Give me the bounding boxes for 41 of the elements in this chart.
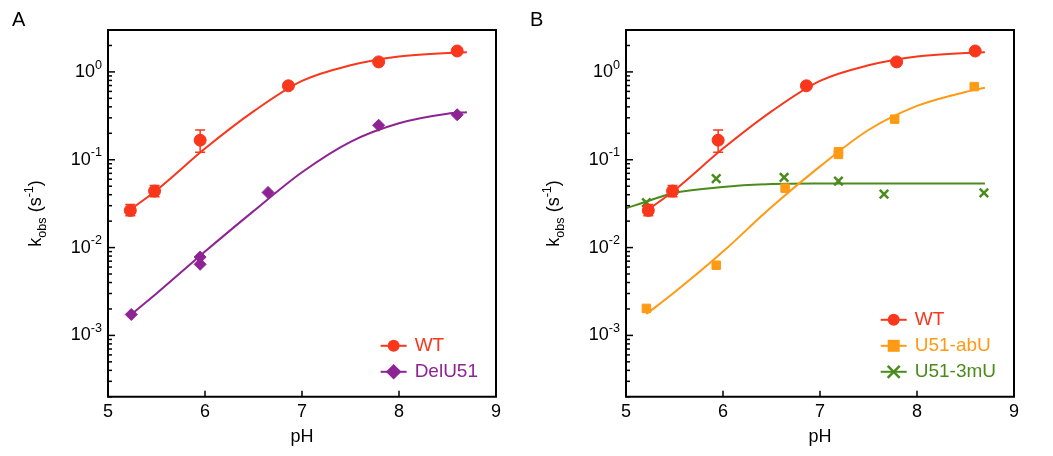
x-tick-label: 6: [717, 400, 729, 421]
x-axis-title: pH: [808, 426, 832, 447]
x-axis-title: pH: [290, 426, 314, 447]
legend-label: WT: [414, 334, 445, 356]
point: [450, 108, 464, 122]
x-tick-label: 9: [490, 400, 502, 421]
point: [261, 185, 275, 199]
y-axis-title: kobs (s-1): [21, 180, 50, 247]
point: [832, 175, 844, 187]
x-tick-label: 6: [199, 400, 211, 421]
x-tick-label: 5: [620, 400, 632, 421]
point: [124, 308, 138, 321]
point: [710, 173, 722, 185]
point: [969, 81, 979, 92]
point: [711, 260, 721, 270]
point: [780, 183, 790, 193]
legend-label: DelU51: [414, 360, 479, 382]
chart-title: A: [12, 7, 26, 30]
point: [281, 79, 295, 93]
point: [878, 188, 890, 200]
legend-label: U51-abU: [914, 334, 991, 356]
legend-label: U51-3mU: [914, 360, 997, 382]
x-tick-label: 5: [102, 400, 114, 421]
point: [890, 55, 904, 69]
point: [968, 44, 982, 58]
x-tick-label: 7: [296, 400, 308, 421]
point: [450, 44, 464, 58]
point: [641, 303, 652, 314]
point: [372, 118, 386, 132]
x-tick-label: 7: [814, 400, 826, 421]
y-axis-title: kobs (s-1): [539, 180, 568, 247]
chart-title: B: [530, 7, 544, 30]
x-tick-label: 8: [393, 400, 405, 421]
point: [778, 171, 790, 183]
legend-label: WT: [914, 308, 945, 330]
point: [978, 187, 990, 199]
x-tick-label: 8: [911, 400, 923, 421]
x-tick-label: 9: [1008, 400, 1020, 421]
point: [889, 114, 900, 124]
point: [372, 55, 386, 69]
point: [799, 79, 813, 93]
